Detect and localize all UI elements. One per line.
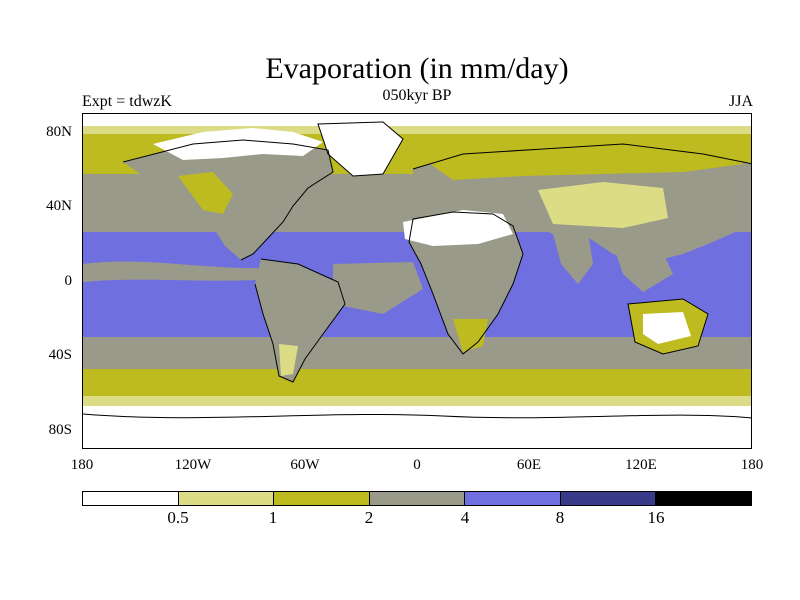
india-land	[553, 232, 593, 284]
south-america-land	[255, 259, 345, 382]
lat-label-80s: 80S	[48, 422, 72, 438]
southern-africa-pale	[453, 319, 488, 352]
lon-label-60w: 60W	[290, 457, 320, 473]
greenland	[318, 122, 403, 176]
north-america-north	[153, 128, 323, 160]
colorbar-segment-2	[274, 492, 370, 505]
colorbar-label-3: 4	[460, 508, 470, 527]
lat-label-80n: 80N	[46, 124, 72, 140]
colorbar-segment-4	[465, 492, 561, 505]
north-america-olive-rim	[178, 172, 233, 214]
colorbar-segment-3	[369, 492, 466, 505]
colorbar-label-2: 2	[364, 508, 374, 527]
antarctica	[83, 406, 751, 448]
map-panel	[82, 113, 752, 449]
coastlines	[83, 121, 751, 419]
atlantic-gray-tongue	[333, 262, 423, 314]
colorbar-label-1: 1	[268, 508, 278, 527]
southeast-asia-land	[613, 242, 673, 292]
colorbar	[82, 491, 752, 506]
australia-interior	[643, 312, 691, 344]
map-title: Evaporation (in mm/day)	[265, 52, 569, 85]
central-asia-pale	[538, 182, 668, 228]
colorbar-label-4: 8	[555, 508, 565, 527]
sahara-desert	[403, 210, 513, 246]
lat-label-40n: 40N	[46, 198, 72, 214]
colorbar-segment-0	[83, 492, 179, 505]
lon-label-120e: 120E	[625, 457, 657, 473]
lon-label-180e: 180	[740, 457, 764, 473]
map-subtitle: 050kyr BP	[382, 87, 452, 104]
colorbar-segment-1	[178, 492, 275, 505]
evaporation-map	[83, 114, 751, 448]
colorbar-label-0: 0.5	[167, 508, 189, 527]
lat-label-40s: 40S	[48, 347, 72, 363]
lon-label-60e: 60E	[516, 457, 542, 473]
south-america-pale-south	[279, 344, 298, 376]
experiment-label: Expt = tdwzK	[82, 93, 172, 110]
colorbar-segment-5	[560, 492, 657, 505]
lon-label-0: 0	[413, 457, 421, 473]
colorbar-segment-6	[656, 492, 752, 505]
lon-label-120w: 120W	[174, 457, 212, 473]
colorbar-label-5: 16	[647, 508, 665, 527]
season-label: JJA	[728, 93, 753, 110]
lon-label-180w: 180	[70, 457, 94, 473]
lat-label-0: 0	[64, 273, 73, 289]
equatorial-gray-strip	[83, 261, 273, 282]
